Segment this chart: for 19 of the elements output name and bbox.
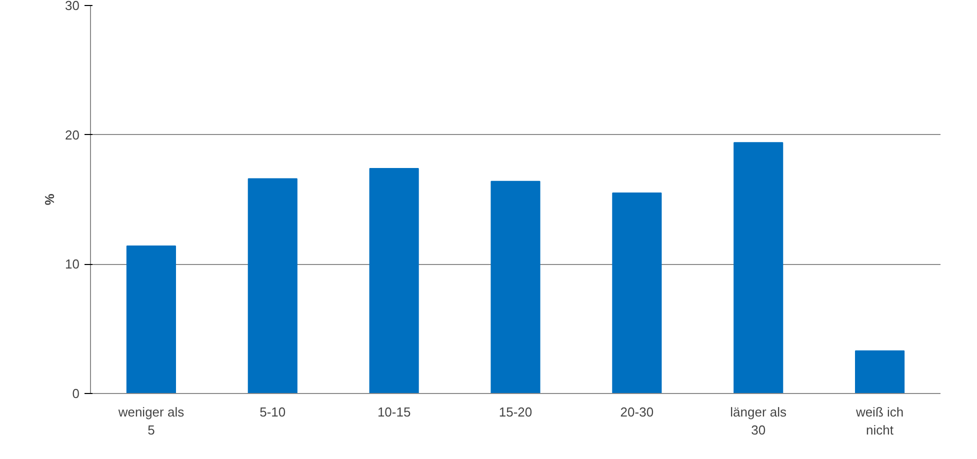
bar xyxy=(612,192,662,394)
bar xyxy=(855,350,905,394)
x-tick-label: weniger als 5 xyxy=(117,404,185,438)
bar xyxy=(490,180,540,394)
x-tick-label: 10-15 xyxy=(377,404,411,420)
y-tick-label: 10 xyxy=(65,256,80,272)
bar xyxy=(734,142,784,394)
x-tick-label: weiß ich nicht xyxy=(854,404,904,438)
y-tick-label: 30 xyxy=(65,0,80,13)
bar xyxy=(369,168,419,394)
y-axis-title: % xyxy=(42,193,58,206)
bar xyxy=(248,178,298,394)
x-tick-label: 5-10 xyxy=(260,404,286,420)
x-tick-label: 20-30 xyxy=(620,404,654,420)
y-tick-label: 20 xyxy=(65,127,80,142)
y-tick-label: 0 xyxy=(72,386,80,401)
bar xyxy=(126,246,176,394)
x-tick-label: länger als 30 xyxy=(730,404,788,438)
x-tick-label: 15-20 xyxy=(498,404,532,420)
